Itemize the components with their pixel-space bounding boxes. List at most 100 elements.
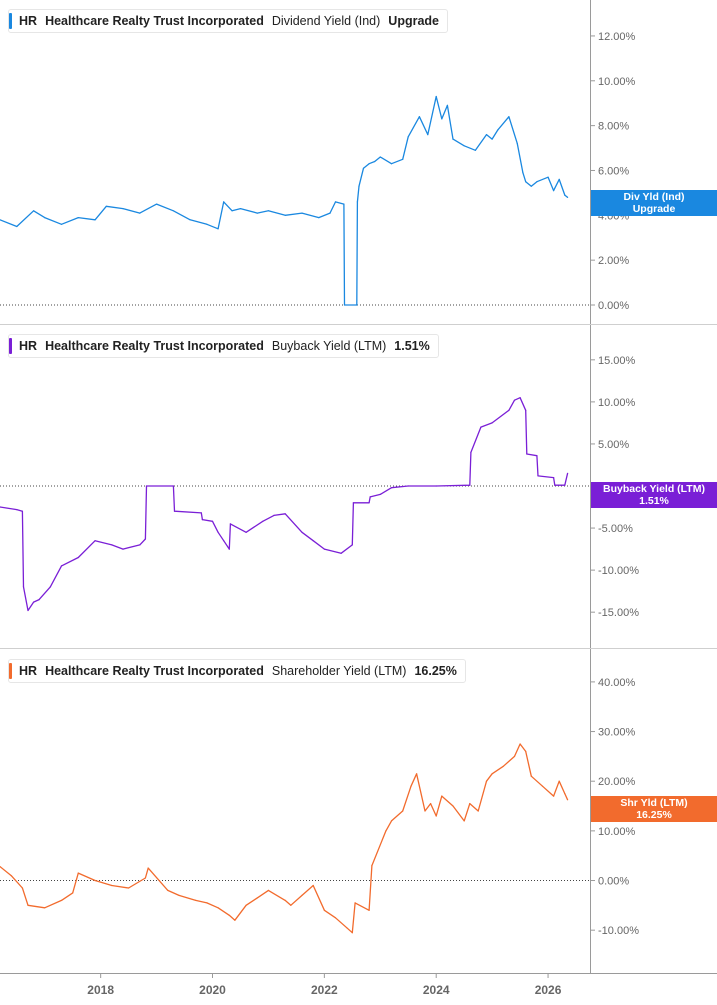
data-point (427, 134, 429, 136)
data-point (323, 909, 325, 911)
data-point (211, 520, 214, 522)
data-point (356, 304, 358, 306)
legend-metric: Shareholder Yield (LTM) (271, 664, 407, 678)
legend-pane-3[interactable]: HR Healthcare Realty Trust Incorporated Sh… (8, 659, 466, 683)
data-point (44, 907, 46, 909)
data-point (416, 773, 418, 775)
data-point (206, 902, 208, 904)
data-point (147, 867, 149, 869)
data-point (340, 552, 342, 554)
data-point (519, 743, 521, 745)
legend-pane-1[interactable]: HR Healthcare Realty Trust Incorporated Di… (8, 9, 448, 33)
data-point (312, 884, 314, 887)
y-tick-label: 2.00% (598, 255, 629, 267)
data-point (128, 887, 130, 889)
tag-label: Buyback Yield (LTM) (603, 483, 705, 495)
data-point (262, 520, 264, 522)
data-point (410, 785, 412, 787)
data-point (139, 544, 141, 546)
data-point (525, 181, 527, 183)
data-point (156, 203, 158, 205)
data-point (10, 875, 12, 877)
data-point (553, 190, 555, 192)
data-point (111, 884, 113, 887)
data-point (206, 223, 208, 225)
data-point (60, 565, 63, 567)
legend-value: Upgrade (388, 14, 439, 28)
y-tick-label: 15.00% (598, 355, 636, 367)
legend-color-swatch (9, 13, 12, 29)
data-point (33, 210, 35, 212)
data-point (519, 397, 521, 399)
x-tick-label: 2022 (311, 983, 338, 997)
data-point (508, 116, 510, 118)
data-point (526, 453, 528, 455)
data-point (228, 914, 230, 916)
data-point (49, 586, 51, 588)
data-point (525, 750, 527, 753)
x-tick-label: 2026 (535, 983, 562, 997)
data-point (245, 904, 247, 906)
data-point (94, 879, 96, 882)
data-point (200, 512, 202, 514)
data-point (536, 455, 538, 457)
legend-ticker: HR (19, 664, 38, 678)
legend-ticker: HR (19, 339, 38, 353)
data-point (290, 904, 292, 906)
data-point (139, 212, 141, 214)
data-point (354, 902, 356, 904)
data-point (0, 219, 1, 221)
data-point (567, 196, 569, 198)
data-point (231, 210, 233, 212)
data-point (245, 531, 247, 533)
series-line (0, 397, 569, 612)
y-tick-label: -10.00% (598, 925, 639, 937)
data-point (356, 201, 358, 203)
legend-metric: Buyback Yield (LTM) (271, 339, 387, 353)
data-point (485, 780, 488, 782)
data-point (323, 548, 325, 550)
tag-label: Div Yld (Ind) (623, 191, 685, 203)
data-point (430, 803, 432, 805)
data-point (111, 544, 113, 546)
data-point (402, 158, 404, 160)
tag-label: Shr Yld (LTM) (620, 797, 688, 809)
data-point (122, 208, 124, 210)
data-point (369, 496, 371, 498)
data-point (16, 225, 18, 228)
data-point (189, 219, 191, 221)
data-point (390, 163, 393, 165)
data-point (301, 531, 303, 533)
data-point (474, 149, 476, 151)
data-point (469, 484, 471, 486)
data-point (491, 773, 493, 775)
data-point (525, 409, 527, 411)
data-point (329, 212, 331, 214)
data-point (463, 145, 465, 147)
data-point (234, 919, 236, 921)
data-point (418, 116, 420, 118)
data-point (44, 217, 46, 219)
x-tick-label: 2018 (87, 983, 114, 997)
data-point (469, 803, 471, 805)
data-point (284, 513, 286, 515)
legend-color-swatch (9, 663, 12, 679)
data-point (122, 548, 124, 550)
data-point (223, 201, 225, 203)
data-point (374, 160, 376, 163)
data-point (21, 510, 23, 512)
data-point (228, 548, 230, 550)
y-tick-label: 6.00% (598, 165, 629, 177)
data-point (547, 176, 549, 178)
data-point (94, 219, 96, 221)
data-point (452, 805, 454, 807)
series-line (0, 743, 569, 934)
data-point (77, 556, 79, 559)
data-point (564, 194, 566, 196)
data-point (301, 894, 303, 897)
data-point (541, 785, 544, 787)
data-point (567, 799, 569, 801)
legend-ticker: HR (19, 14, 38, 28)
legend-pane-2[interactable]: HR Healthcare Realty Trust Incorporated Bu… (8, 334, 439, 358)
data-point (407, 136, 409, 138)
